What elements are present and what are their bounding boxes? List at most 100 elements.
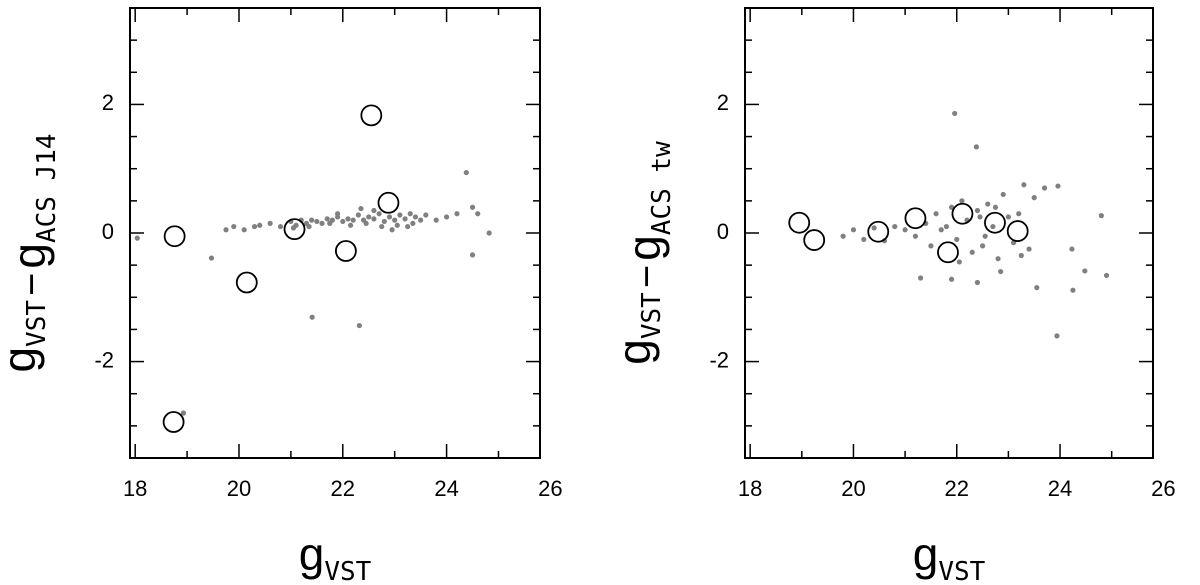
point xyxy=(340,218,346,225)
point xyxy=(347,222,354,228)
point xyxy=(433,217,439,223)
point xyxy=(956,259,962,265)
point xyxy=(1005,214,1011,220)
point xyxy=(306,223,312,230)
point xyxy=(979,243,986,249)
point xyxy=(309,314,315,320)
point-open xyxy=(867,220,890,243)
plot-frame xyxy=(744,7,1154,459)
point xyxy=(371,216,377,222)
point xyxy=(469,252,476,258)
x-tick-label: 24 xyxy=(434,476,458,501)
point xyxy=(412,214,419,220)
x-tick-label: 22 xyxy=(331,476,355,501)
point xyxy=(990,223,996,230)
point xyxy=(379,223,385,230)
y-tick-label: 0 xyxy=(102,219,114,244)
point-open xyxy=(1006,220,1029,242)
x-tick-label: 26 xyxy=(538,476,562,501)
label-sub: ACS J14 xyxy=(32,133,62,243)
point xyxy=(397,212,403,218)
point-open xyxy=(951,202,974,225)
point xyxy=(1026,246,1032,252)
point xyxy=(208,255,215,261)
point xyxy=(1054,333,1060,339)
point xyxy=(410,220,416,226)
point xyxy=(180,410,187,416)
point xyxy=(982,233,988,239)
label-part: g xyxy=(618,235,670,261)
point xyxy=(366,214,372,220)
point xyxy=(985,201,991,207)
y-tick-label: 2 xyxy=(717,90,729,115)
point xyxy=(1000,191,1006,198)
label-part: g xyxy=(913,528,939,580)
point-open xyxy=(904,207,927,230)
point xyxy=(840,233,846,239)
point xyxy=(363,220,369,226)
point-open xyxy=(377,191,400,214)
point xyxy=(850,227,857,233)
point xyxy=(231,223,237,230)
x-tick-label: 24 xyxy=(1048,476,1072,501)
point xyxy=(355,212,361,218)
point xyxy=(892,223,898,230)
label-sub: ACS tw xyxy=(647,141,677,235)
point xyxy=(290,225,297,231)
label-part: g xyxy=(299,528,325,580)
label-sub: VST xyxy=(637,292,667,339)
point xyxy=(1018,252,1024,259)
y-tick-label: -2 xyxy=(709,347,729,372)
label-sub: VST xyxy=(938,557,985,585)
point xyxy=(454,211,460,217)
point-open xyxy=(937,241,959,264)
point-open xyxy=(334,240,357,262)
point xyxy=(327,220,333,226)
point xyxy=(928,243,934,249)
x-tick-label: 26 xyxy=(1151,476,1175,501)
point xyxy=(358,205,364,212)
point xyxy=(223,227,229,233)
point xyxy=(902,227,908,233)
label-part: g xyxy=(3,243,55,269)
label-part: g xyxy=(0,347,45,373)
point-open xyxy=(283,218,306,241)
point xyxy=(402,216,408,222)
point xyxy=(324,216,330,222)
point-open xyxy=(235,271,258,294)
point xyxy=(134,235,140,241)
point xyxy=(969,249,975,255)
point xyxy=(392,217,398,223)
point xyxy=(974,279,981,286)
point xyxy=(257,222,263,228)
point-open xyxy=(162,411,185,433)
point xyxy=(386,214,393,220)
point xyxy=(469,204,476,210)
point xyxy=(463,169,469,176)
axis-label: gVST−gACS J14 xyxy=(0,133,62,372)
point xyxy=(995,256,1001,262)
point xyxy=(418,217,424,223)
point xyxy=(334,211,341,217)
point xyxy=(381,218,387,225)
point xyxy=(943,223,950,230)
label-part: − xyxy=(625,265,669,288)
point xyxy=(356,322,362,329)
point xyxy=(1055,183,1061,189)
x-tick-label: 20 xyxy=(227,476,251,501)
point xyxy=(954,236,960,243)
point xyxy=(861,236,867,243)
point xyxy=(376,211,382,217)
point-open xyxy=(163,225,186,248)
x-tick-label: 18 xyxy=(738,476,762,501)
point xyxy=(475,211,481,217)
x-tick-label: 20 xyxy=(841,476,865,501)
point xyxy=(405,223,411,230)
point xyxy=(974,207,981,214)
point xyxy=(871,225,877,231)
point xyxy=(371,207,377,214)
point xyxy=(350,217,356,223)
point xyxy=(1041,185,1048,191)
point xyxy=(277,223,284,230)
